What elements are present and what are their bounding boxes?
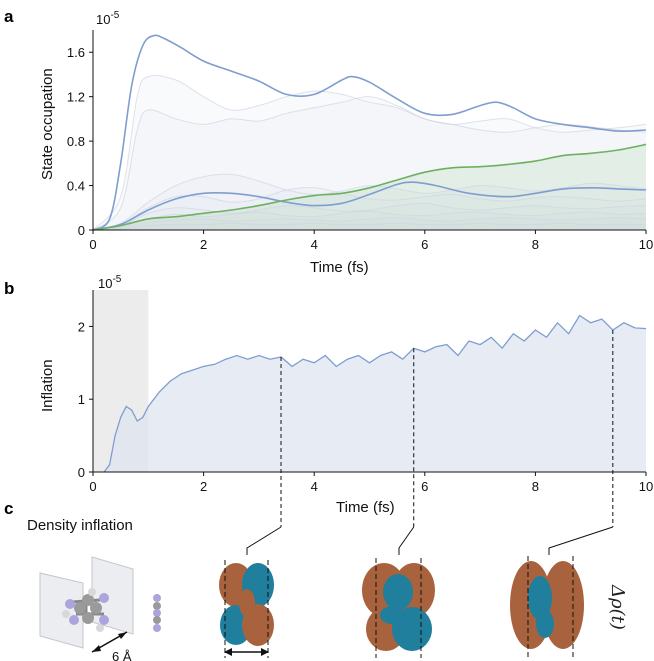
panel-b-xtick-label: 10 [639, 479, 653, 494]
panel-b-xtick-label: 4 [311, 479, 318, 494]
density-snapshot-2 [362, 558, 435, 658]
panel-a-xtick-label: 10 [639, 237, 653, 252]
time-marker-connector [548, 526, 613, 555]
panel-a-ticks: 0 2 4 6 8 10 0 0.4 0.8 1.2 1.6 [67, 45, 653, 252]
series-line-1 [93, 181, 646, 231]
series-line-2 [93, 143, 646, 231]
series-line-9 [93, 217, 646, 231]
panel-a-xlabel: Time (fs) [310, 259, 369, 276]
panel-a-xtick-label: 0 [89, 237, 96, 252]
panel-b-xtick-label: 6 [421, 479, 428, 494]
series-area-2 [93, 144, 646, 230]
series-line-10 [93, 222, 646, 231]
panel-a-ylabel: State occupation [39, 68, 56, 180]
molecule-side-view [153, 594, 161, 632]
panel-b-ytick-label: 1 [78, 392, 85, 407]
panel-b-ytick-label: 2 [78, 319, 85, 334]
molecule-atoms [62, 588, 109, 632]
panel-a-ytick-label: 1.6 [67, 45, 85, 60]
panel-a-xtick-label: 8 [532, 237, 539, 252]
time-marker-connector [246, 526, 282, 555]
series-area-10 [93, 223, 646, 230]
panel-a-ytick-label: 0.4 [67, 179, 85, 194]
panel-b-xtick-label: 8 [532, 479, 539, 494]
inflation-area [104, 315, 646, 472]
panel-a-xtick-label: 6 [421, 237, 428, 252]
panel-a-lines [93, 34, 646, 231]
panel-b-letter: b [4, 279, 14, 298]
panel-a-fill-layer [93, 75, 646, 230]
panel-b-ylabel: Inflation [39, 359, 56, 412]
time-marker-connector [398, 526, 415, 555]
panel-a-xtick-label: 4 [311, 237, 318, 252]
scale-label: 6 Å [112, 649, 132, 661]
panel-b-exponent: 10-5 [98, 274, 122, 291]
series-line-0 [93, 34, 646, 231]
series-line-3 [93, 75, 646, 231]
inflation-line [103, 314, 646, 473]
panel-b-xlabel: Time (fs) [336, 499, 395, 516]
series-line-7 [93, 202, 646, 231]
series-line-5 [93, 173, 646, 231]
density-snapshot-3 [510, 556, 584, 658]
time-markers [246, 330, 614, 555]
panel-c-title: Density inflation [27, 517, 133, 534]
series-line-4 [93, 96, 646, 231]
panel-b-plot [93, 290, 646, 473]
panel-b-ytick-label: 0 [78, 465, 85, 480]
series-line-6 [93, 187, 646, 231]
panel-a-ytick-label: 0 [78, 223, 85, 238]
panel-a-xtick-label: 2 [200, 237, 207, 252]
density-snapshot-1 [219, 560, 274, 658]
panel-b-xtick-label: 2 [200, 479, 207, 494]
panel-b-xtick-label: 0 [89, 479, 96, 494]
delta-rho-label: Δρ(t) [607, 584, 628, 630]
molecule-schematic: 6 Å [39, 556, 134, 661]
panel-b-ticks: 0 2 4 6 8 10 0 1 2 [78, 319, 653, 494]
series-area-6 [93, 187, 646, 230]
series-area-3 [93, 75, 646, 230]
panel-c-letter: c [4, 499, 13, 518]
panel-a-exponent: 10-5 [96, 10, 120, 27]
series-line-8 [93, 210, 646, 231]
panel-a-letter: a [4, 7, 14, 26]
series-area-9 [93, 217, 646, 230]
series-area-8 [93, 211, 646, 230]
panel-a-ytick-label: 1.2 [67, 90, 85, 105]
panel-a-ytick-label: 0.8 [67, 134, 85, 149]
